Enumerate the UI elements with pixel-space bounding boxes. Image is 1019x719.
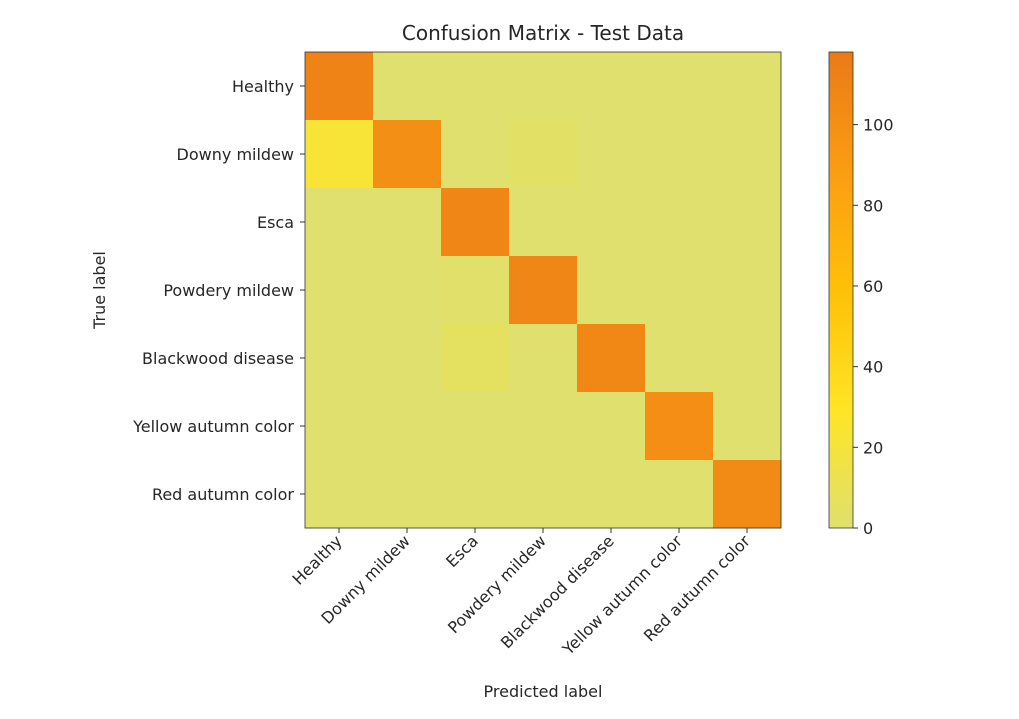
heatmap-cell xyxy=(305,324,374,393)
y-tick-label: Esca xyxy=(257,213,294,232)
heatmap-cell xyxy=(305,120,374,189)
heatmap-cell xyxy=(305,392,374,461)
heatmap-cell xyxy=(713,460,782,529)
y-tick-label: Blackwood disease xyxy=(142,349,294,368)
y-tick-label: Downy mildew xyxy=(177,145,294,164)
colorbar-tick-label: 20 xyxy=(863,438,883,457)
y-tick-label: Yellow autumn color xyxy=(132,417,294,436)
heatmap-cell xyxy=(577,324,646,393)
heatmap-cell xyxy=(441,52,510,121)
heatmap-cell xyxy=(305,256,374,325)
y-axis-label: True label xyxy=(90,251,109,330)
heatmap-cell xyxy=(441,324,510,393)
colorbar xyxy=(828,51,854,529)
heatmap-cell xyxy=(373,324,442,393)
heatmap-cell xyxy=(645,460,714,529)
heatmap-cell xyxy=(373,392,442,461)
heatmap-cells xyxy=(304,51,782,529)
heatmap-cell xyxy=(577,392,646,461)
heatmap-cell xyxy=(441,120,510,189)
x-tick-label: Blackwood disease xyxy=(497,531,618,652)
heatmap-cell xyxy=(373,52,442,121)
heatmap-cell xyxy=(441,460,510,529)
colorbar-ticks: 0 20 40 60 80 100 xyxy=(853,116,894,538)
heatmap-cell xyxy=(373,256,442,325)
heatmap-cell xyxy=(509,120,578,189)
heatmap-cell xyxy=(645,392,714,461)
heatmap-cell xyxy=(305,460,374,529)
heatmap-cell xyxy=(373,460,442,529)
heatmap-cell xyxy=(713,256,782,325)
heatmap-cell xyxy=(441,392,510,461)
y-tick-label: Healthy xyxy=(232,77,294,96)
heatmap-cell xyxy=(713,324,782,393)
heatmap-cell xyxy=(509,52,578,121)
heatmap-cell xyxy=(509,188,578,257)
heatmap-cell xyxy=(713,392,782,461)
heatmap-cell xyxy=(509,392,578,461)
heatmap-cell xyxy=(441,188,510,257)
heatmap-cell xyxy=(645,120,714,189)
x-tick-label: Healthy xyxy=(289,531,346,588)
heatmap-cell xyxy=(577,256,646,325)
heatmap-cell xyxy=(305,188,374,257)
y-tick-label: Powdery mildew xyxy=(163,281,294,300)
x-tick-label: Yellow autumn color xyxy=(558,531,686,659)
heatmap-cell xyxy=(645,52,714,121)
heatmap-cell xyxy=(373,188,442,257)
x-tick-marks xyxy=(338,528,748,533)
colorbar-tick-label: 100 xyxy=(863,116,894,135)
heatmap-cell xyxy=(713,52,782,121)
heatmap-cell xyxy=(713,188,782,257)
heatmap-cell xyxy=(509,256,578,325)
colorbar-tick-label: 60 xyxy=(863,277,883,296)
heatmap-cell xyxy=(577,188,646,257)
y-tick-label: Red autumn color xyxy=(152,485,294,504)
y-tick-labels: Healthy Downy mildew Esca Powdery mildew Bla… xyxy=(132,77,294,504)
heatmap-cell xyxy=(713,120,782,189)
colorbar-tick-label: 40 xyxy=(863,358,883,377)
heatmap-cell xyxy=(577,460,646,529)
y-tick-marks xyxy=(300,85,305,495)
x-axis-label: Predicted label xyxy=(484,682,603,701)
colorbar-tick-label: 0 xyxy=(863,519,873,538)
heatmap-cell xyxy=(441,256,510,325)
heatmap-cell xyxy=(645,324,714,393)
heatmap-cell xyxy=(509,460,578,529)
heatmap-cell xyxy=(373,120,442,189)
x-tick-label: Esca xyxy=(442,531,482,571)
heatmap-cell xyxy=(305,52,374,121)
colorbar-tick-label: 80 xyxy=(863,196,883,215)
heatmap-cell xyxy=(509,324,578,393)
heatmap-cell xyxy=(645,256,714,325)
heatmap-cell xyxy=(645,188,714,257)
heatmap-cell xyxy=(577,52,646,121)
chart-title: Confusion Matrix - Test Data xyxy=(402,21,684,45)
heatmap-cell xyxy=(577,120,646,189)
